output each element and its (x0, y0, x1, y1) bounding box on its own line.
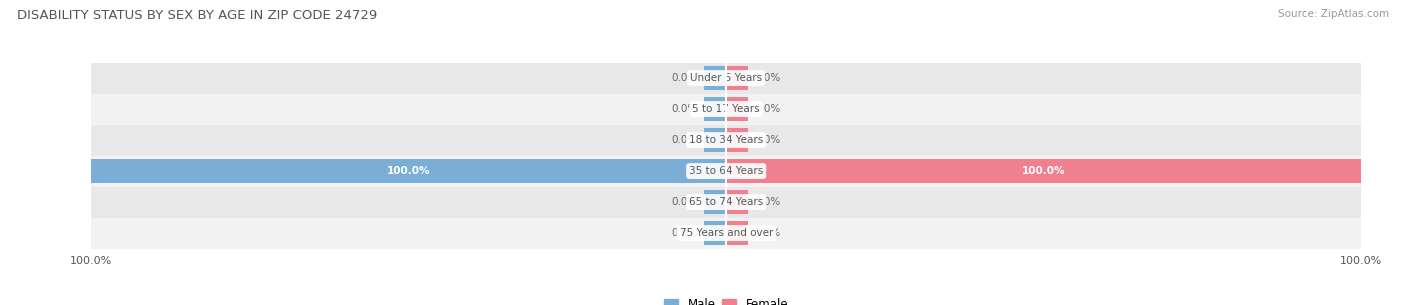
Text: 0.0%: 0.0% (672, 135, 697, 145)
Bar (704, 221, 725, 245)
Text: 0.0%: 0.0% (672, 228, 697, 238)
Bar (725, 97, 748, 121)
Bar (704, 66, 725, 90)
Bar (704, 190, 725, 214)
Text: 0.0%: 0.0% (672, 73, 697, 83)
Text: 0.0%: 0.0% (755, 228, 780, 238)
Text: 65 to 74 Years: 65 to 74 Years (689, 197, 763, 207)
Text: 5 to 17 Years: 5 to 17 Years (692, 104, 761, 114)
Text: Source: ZipAtlas.com: Source: ZipAtlas.com (1278, 9, 1389, 19)
Text: Under 5 Years: Under 5 Years (690, 73, 762, 83)
Bar (91, 94, 1361, 124)
Bar (704, 97, 725, 121)
Bar (725, 128, 748, 152)
Text: 0.0%: 0.0% (755, 197, 780, 207)
Bar (725, 221, 748, 245)
Bar (704, 128, 725, 152)
Text: 35 to 64 Years: 35 to 64 Years (689, 166, 763, 176)
Text: 18 to 34 Years: 18 to 34 Years (689, 135, 763, 145)
Bar (725, 190, 748, 214)
Text: 0.0%: 0.0% (755, 73, 780, 83)
Text: 0.0%: 0.0% (672, 197, 697, 207)
Bar (91, 187, 1361, 217)
Text: 0.0%: 0.0% (755, 104, 780, 114)
Legend: Male, Female: Male, Female (659, 294, 793, 305)
Text: 0.0%: 0.0% (672, 104, 697, 114)
Text: 0.0%: 0.0% (755, 135, 780, 145)
Text: 75 Years and over: 75 Years and over (679, 228, 773, 238)
Bar (91, 63, 1361, 94)
Bar (725, 66, 748, 90)
Text: 100.0%: 100.0% (1022, 166, 1066, 176)
Bar (91, 156, 1361, 187)
Text: DISABILITY STATUS BY SEX BY AGE IN ZIP CODE 24729: DISABILITY STATUS BY SEX BY AGE IN ZIP C… (17, 9, 377, 22)
Bar (91, 160, 725, 183)
Text: 100.0%: 100.0% (387, 166, 430, 176)
Bar (91, 124, 1361, 156)
Bar (91, 217, 1361, 249)
Bar (725, 160, 1361, 183)
